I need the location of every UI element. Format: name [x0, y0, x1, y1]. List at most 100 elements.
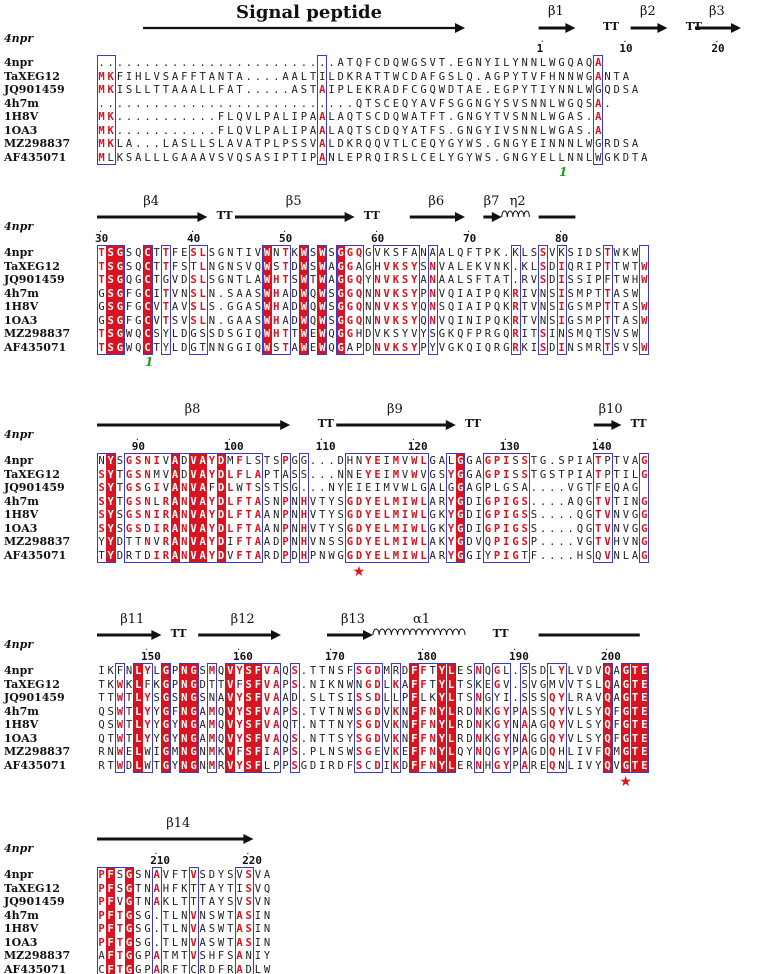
residue: S	[254, 455, 262, 467]
residue: Q	[374, 151, 381, 164]
residue: Q	[365, 138, 372, 150]
residue: T	[153, 247, 160, 259]
residue: N	[179, 664, 189, 678]
residue: T	[162, 301, 170, 313]
residue: N	[365, 314, 372, 327]
residue: Q	[355, 287, 363, 300]
residue: N	[328, 482, 335, 494]
residue: W	[262, 286, 272, 301]
residue: C	[383, 97, 390, 110]
residue: E	[639, 664, 649, 678]
residue: G	[621, 677, 631, 692]
residue: A	[181, 151, 188, 164]
residue: .	[300, 97, 308, 110]
residue: P	[595, 301, 602, 313]
residue: S	[503, 97, 510, 110]
position-dot: .	[503, 432, 507, 443]
residue: G	[337, 549, 344, 562]
residue: Q	[135, 260, 142, 273]
residue: D	[466, 719, 473, 731]
residue: .	[273, 97, 280, 110]
residue: A	[613, 665, 620, 677]
residue: D	[181, 468, 188, 481]
residue: .	[263, 84, 271, 96]
sequence-row: AF435071 M L K S A L L L G A A A V S V Q S A S I P T I P A N L E P R Q I…	[0, 151, 767, 165]
residue: S	[291, 678, 298, 691]
residue: L	[420, 692, 427, 704]
residue: M	[613, 746, 620, 758]
residue: S	[244, 758, 254, 773]
residue: G	[503, 341, 510, 354]
residue: N	[466, 111, 473, 123]
residue: Y	[503, 732, 510, 745]
residue: .	[236, 97, 243, 110]
residue: S	[530, 247, 538, 259]
residue: Y	[401, 328, 409, 340]
residue: .	[190, 97, 197, 110]
residue: P	[263, 111, 271, 123]
residue: G	[336, 246, 346, 260]
position-number: 210	[150, 854, 171, 867]
position-number: 80	[555, 232, 569, 245]
residue: M	[98, 70, 105, 83]
residue: E	[374, 509, 381, 521]
position-dot: .	[154, 846, 158, 857]
sequence-row: 1OA3 G S G F G C V T S V S L N. G A A S W H A D W Q W S G G Q N N V K S Y Q…	[0, 313, 767, 328]
residue: K	[383, 328, 390, 340]
residue: .	[309, 57, 317, 69]
residue: E	[429, 151, 436, 164]
residue: S	[245, 869, 252, 881]
residue: T	[125, 732, 133, 745]
residue: C	[411, 84, 418, 96]
residue: Y	[437, 745, 447, 759]
residue: D	[539, 665, 547, 677]
residue: T	[457, 84, 464, 96]
residue: A	[291, 341, 298, 354]
residue: V	[383, 287, 390, 300]
residue: T	[291, 719, 298, 731]
residue: I	[475, 341, 482, 354]
residue: P	[282, 522, 289, 535]
residue: S	[539, 705, 547, 718]
residue: Y	[437, 691, 447, 705]
residue: G	[567, 301, 574, 313]
residue: G	[291, 482, 298, 494]
residue: S	[244, 704, 254, 719]
residue: G	[641, 536, 648, 548]
residue: L	[585, 151, 593, 164]
residue: A	[263, 536, 271, 548]
residue: G	[484, 455, 492, 467]
residue: V	[208, 151, 216, 164]
residue: Q	[217, 719, 225, 731]
residue: A	[254, 522, 262, 535]
residue: I	[493, 124, 501, 137]
residue: N	[309, 719, 317, 731]
residue: G	[125, 482, 133, 494]
residue: L	[401, 138, 409, 150]
residue: S	[106, 286, 116, 301]
residue: C	[143, 286, 152, 301]
residue: E	[493, 84, 501, 96]
residue: K	[107, 70, 114, 83]
residue: E	[457, 57, 464, 69]
residue: F	[466, 328, 473, 340]
residue: N	[558, 138, 565, 150]
residue: P	[484, 301, 492, 313]
residue: V	[374, 328, 381, 340]
residue: Y	[558, 665, 565, 677]
residue: V	[604, 536, 611, 548]
residue: F	[438, 97, 446, 110]
residue: W	[299, 259, 309, 274]
residue: G	[336, 313, 346, 328]
residue: L	[493, 482, 501, 494]
residue: V	[475, 536, 482, 548]
residue: L	[539, 111, 547, 123]
residue: S	[622, 84, 630, 96]
residue: S	[199, 950, 206, 962]
residue: Y	[171, 759, 179, 772]
residue: Q	[392, 124, 400, 137]
residue: I	[153, 287, 160, 300]
residue: A	[521, 719, 528, 731]
residue: N	[319, 536, 326, 548]
residue: S	[107, 705, 114, 718]
